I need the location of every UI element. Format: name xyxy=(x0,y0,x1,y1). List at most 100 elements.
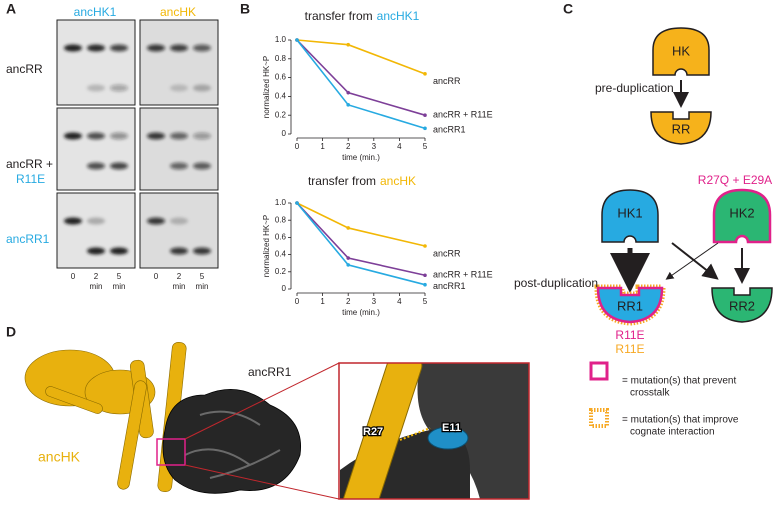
data-point xyxy=(346,256,351,260)
data-point xyxy=(423,126,427,131)
gel-band xyxy=(87,44,105,52)
x-tick-label: 1 xyxy=(320,297,325,306)
gel-band xyxy=(193,84,211,92)
gel-band xyxy=(170,44,188,52)
data-point xyxy=(423,113,427,117)
time-label: 5 xyxy=(117,272,122,281)
gel-band xyxy=(170,247,188,255)
node-label: HK1 xyxy=(617,205,642,220)
gel-band xyxy=(110,84,128,92)
protein-structure xyxy=(24,341,530,500)
mutation-label: R11E xyxy=(615,328,644,342)
chart-title: transfer from ancHK1 xyxy=(305,9,420,23)
gel-band xyxy=(87,247,105,255)
gel-band xyxy=(87,132,105,140)
gel-band xyxy=(193,162,211,170)
series-label: ancRR + R11E xyxy=(433,270,493,280)
time-label: 2 xyxy=(177,272,182,281)
row-label: ancRR xyxy=(6,62,43,76)
rr2-shape xyxy=(711,287,773,323)
time-label: 0 xyxy=(154,272,159,281)
y-tick-label: 0.8 xyxy=(275,54,287,63)
data-point xyxy=(295,201,299,205)
y-tick-label: 0.2 xyxy=(275,267,287,276)
legend-key xyxy=(589,361,609,381)
mutation-label: R27Q + E29A xyxy=(698,173,772,187)
data-point xyxy=(423,273,427,278)
gel-image xyxy=(139,192,219,269)
x-axis-label: time (min.) xyxy=(342,153,380,162)
gel-band xyxy=(147,217,165,225)
chart-title: transfer from ancHK xyxy=(308,174,416,188)
time-unit: min xyxy=(196,282,209,291)
residue-label: R27 xyxy=(363,426,383,438)
legend-key xyxy=(589,408,609,428)
mutation-label: R11E xyxy=(615,342,644,356)
x-tick-label: 5 xyxy=(423,142,428,151)
x-tick-label: 1 xyxy=(320,142,325,151)
gel-image xyxy=(139,19,219,106)
data-point xyxy=(423,244,427,248)
x-tick-label: 3 xyxy=(372,297,377,306)
x-tick-label: 3 xyxy=(372,142,377,151)
y-tick-label: 1.0 xyxy=(275,35,287,44)
y-axis-label: normalized HK~P xyxy=(262,215,271,277)
data-point xyxy=(423,72,427,76)
time-unit: min xyxy=(113,282,126,291)
series-label: ancRR1 xyxy=(433,281,466,291)
node-label: HK xyxy=(672,43,690,58)
structure-label: ancRR1 xyxy=(248,365,292,379)
x-tick-label: 5 xyxy=(423,297,428,306)
gel-band xyxy=(64,132,82,140)
y-axis-label: normalized HK~P xyxy=(262,56,271,118)
column-label: ancHK xyxy=(160,5,196,19)
row-label: R11E xyxy=(16,172,45,186)
gel-image xyxy=(56,19,136,106)
series-label: ancRR + R11E xyxy=(433,110,493,120)
series-label: ancRR1 xyxy=(433,125,466,135)
row-label: ancRR + xyxy=(6,157,53,171)
arrow xyxy=(665,242,719,280)
panel-label: A xyxy=(6,1,16,17)
series-line xyxy=(296,202,426,286)
time-label: 0 xyxy=(71,272,76,281)
row-label: ancRR1 xyxy=(6,232,50,246)
gel-band xyxy=(64,44,82,52)
series-line xyxy=(296,39,426,75)
x-tick-label: 0 xyxy=(295,142,300,151)
series-label: ancRR xyxy=(433,248,461,258)
series-line xyxy=(296,39,426,130)
hk1-shape xyxy=(601,189,659,243)
legend-text: crosstalk xyxy=(630,388,670,399)
y-tick-label: 0.4 xyxy=(275,250,287,259)
y-tick-label: 1.0 xyxy=(275,198,287,207)
data-point xyxy=(423,282,427,287)
gel-image xyxy=(56,192,136,269)
data-point xyxy=(346,90,351,95)
gel-image xyxy=(139,107,219,191)
gel-band xyxy=(193,44,211,52)
gel-band xyxy=(110,44,128,52)
data-point xyxy=(346,42,351,47)
legend-text: = mutation(s) that prevent xyxy=(622,376,736,387)
x-tick-label: 4 xyxy=(397,297,402,306)
gel-band xyxy=(170,132,188,140)
diagram xyxy=(589,27,773,428)
node-label: HK2 xyxy=(729,205,754,220)
data-point xyxy=(346,263,351,267)
legend-text: = mutation(s) that improve xyxy=(622,415,739,426)
y-tick-label: 0 xyxy=(282,284,287,293)
structure-label: ancHK xyxy=(38,449,81,465)
y-tick-label: 0.6 xyxy=(275,73,287,82)
chart-title-text: transfer from xyxy=(308,174,376,188)
time-unit: min xyxy=(173,282,186,291)
gel-band xyxy=(193,247,211,255)
gel-image xyxy=(56,107,136,191)
residue-label: E11 xyxy=(442,422,461,434)
series-line xyxy=(296,39,426,116)
rr1-shape xyxy=(596,286,664,324)
y-tick-label: 0.8 xyxy=(275,215,287,224)
node-label: RR1 xyxy=(617,298,643,313)
gel-band xyxy=(170,162,188,170)
